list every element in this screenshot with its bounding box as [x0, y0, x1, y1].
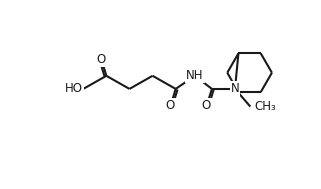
Text: NH: NH [186, 69, 204, 82]
Text: O: O [166, 99, 175, 112]
Text: HO: HO [65, 82, 83, 95]
Text: N: N [230, 82, 239, 95]
Text: CH₃: CH₃ [254, 100, 276, 113]
Text: O: O [96, 53, 106, 66]
Text: O: O [202, 99, 211, 112]
